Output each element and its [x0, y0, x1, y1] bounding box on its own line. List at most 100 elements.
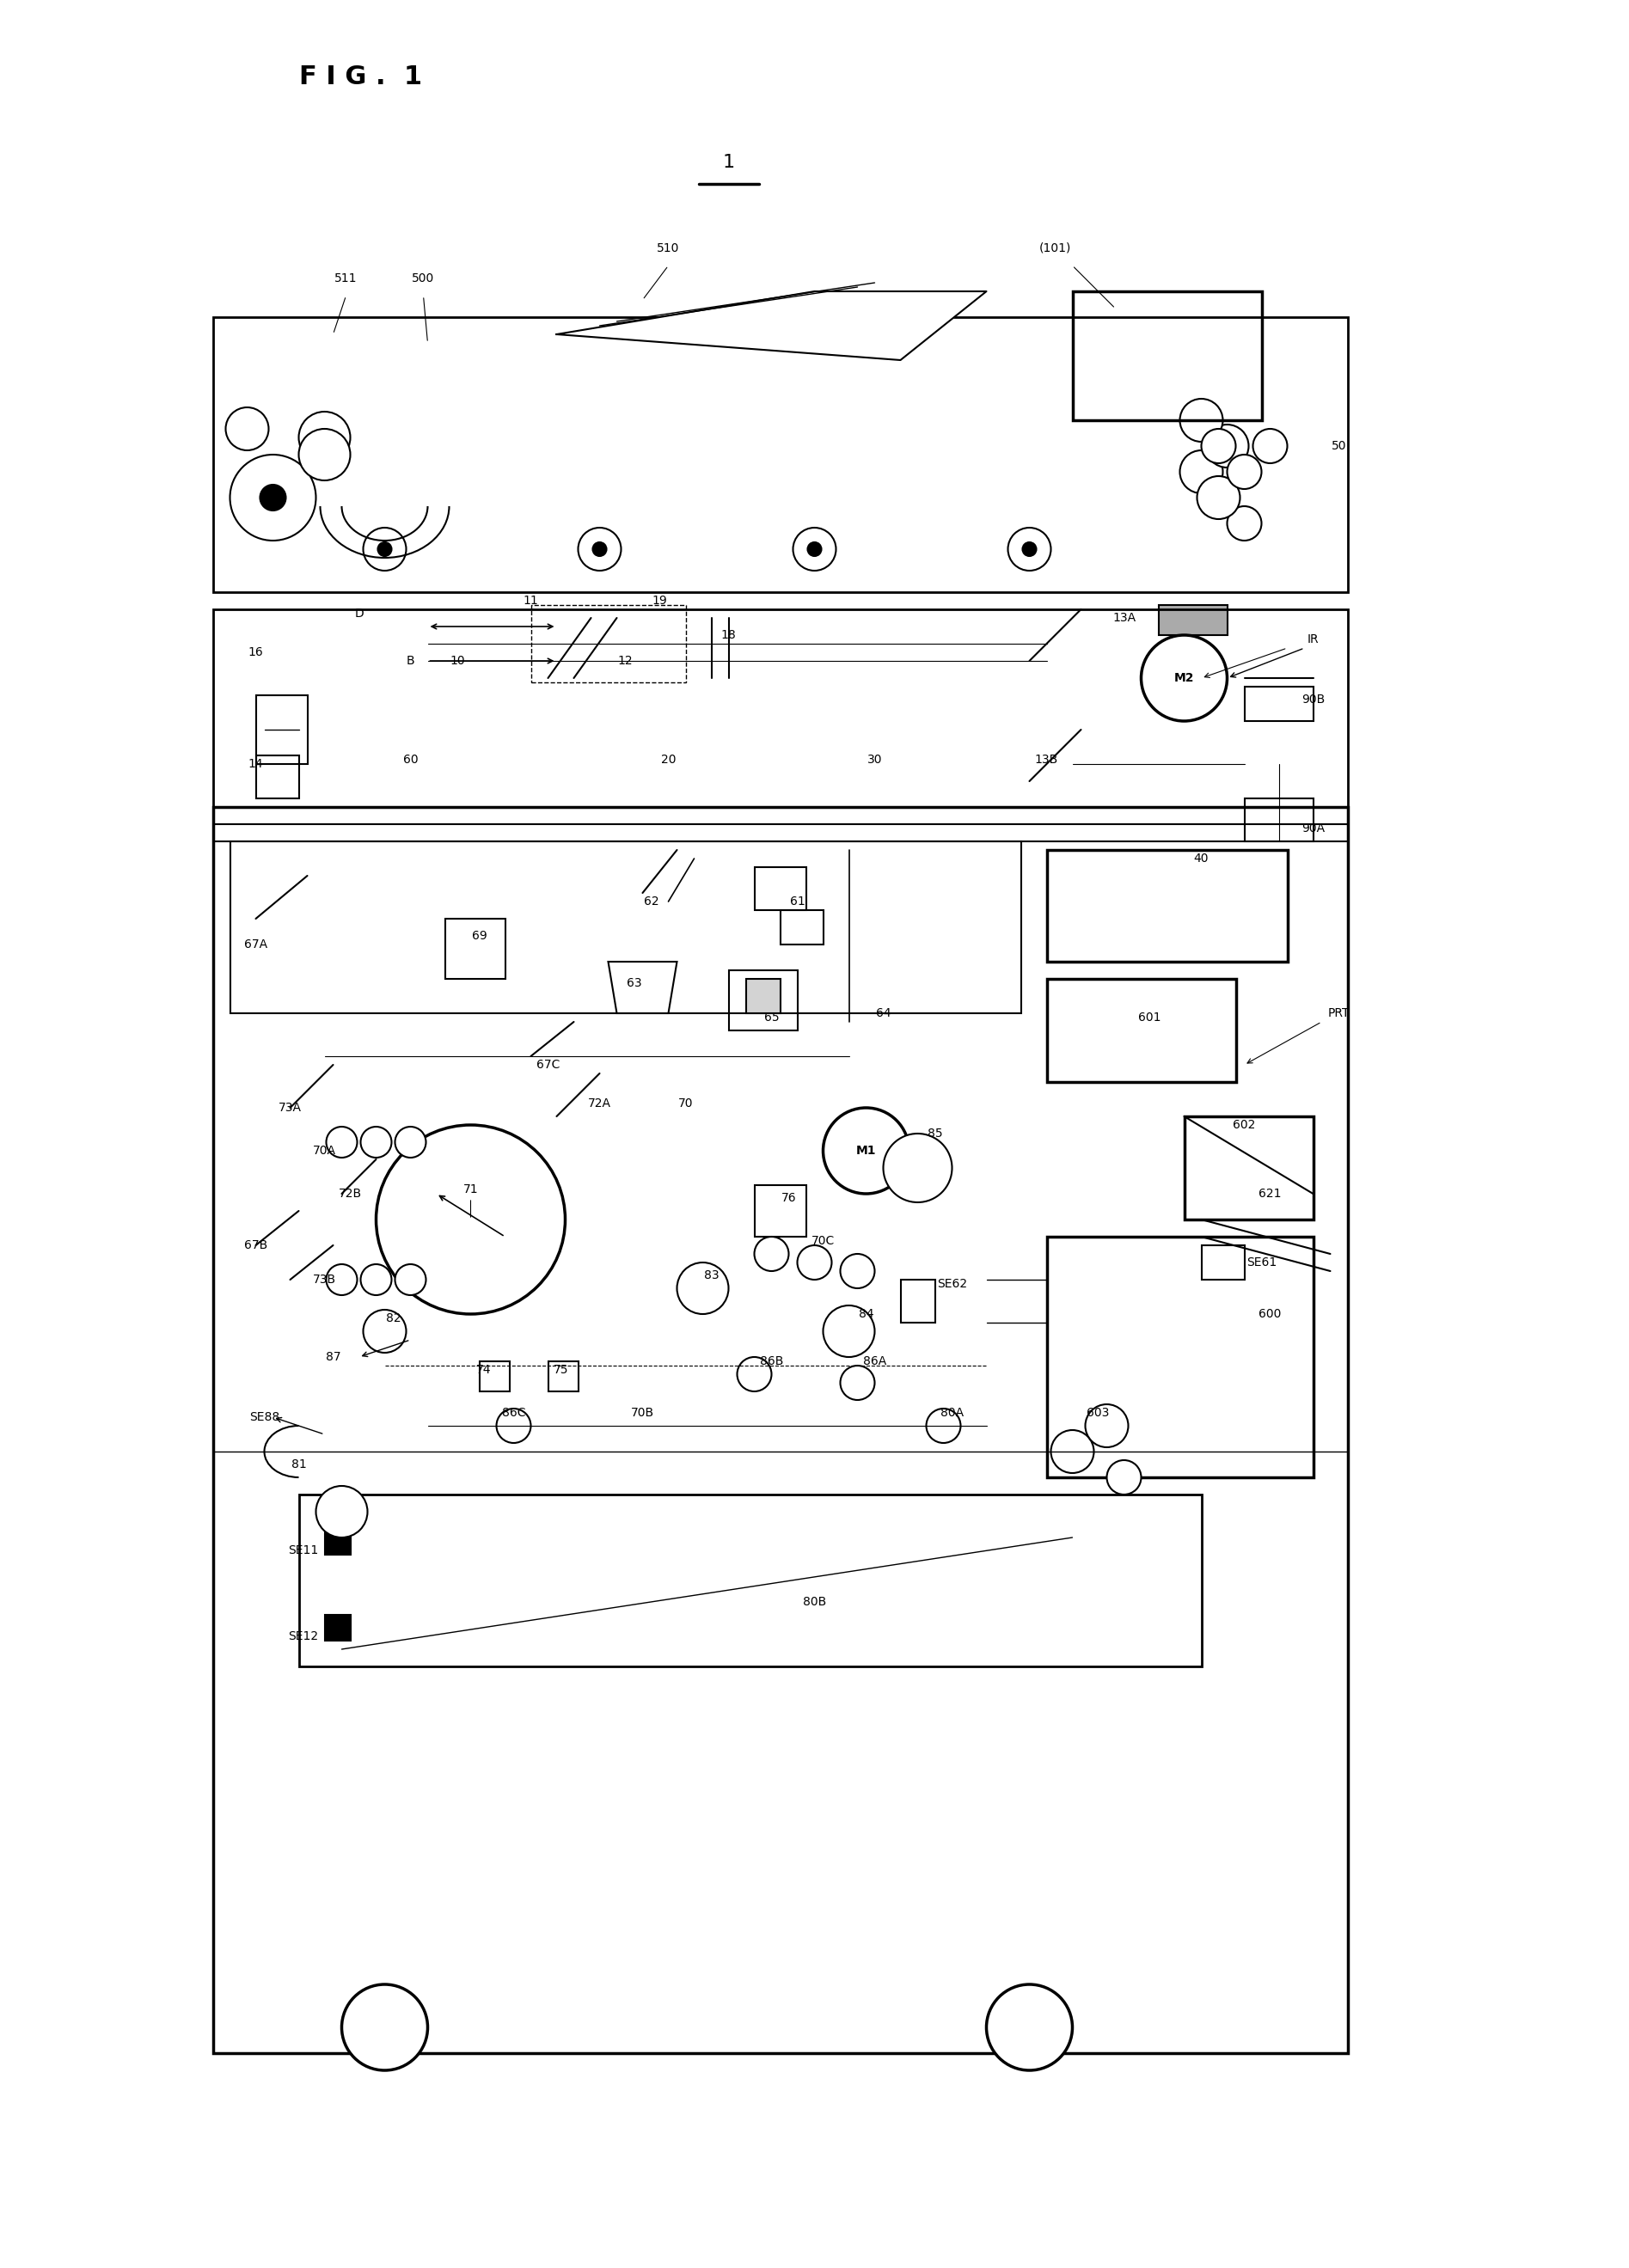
- Circle shape: [316, 1486, 368, 1538]
- Circle shape: [376, 1125, 565, 1313]
- Bar: [1072, 290, 1261, 420]
- Text: M2: M2: [1175, 671, 1194, 685]
- Bar: [746, 980, 780, 1014]
- Text: 13A: 13A: [1113, 612, 1135, 624]
- Text: 19: 19: [652, 594, 668, 608]
- Circle shape: [1179, 399, 1223, 442]
- Text: 20: 20: [661, 753, 676, 767]
- Text: 90B: 90B: [1302, 694, 1324, 705]
- Circle shape: [1051, 1431, 1095, 1472]
- Text: SE62: SE62: [937, 1277, 968, 1290]
- Text: 85: 85: [927, 1127, 943, 1139]
- Text: 82: 82: [386, 1313, 401, 1325]
- Text: 602: 602: [1233, 1118, 1256, 1132]
- Circle shape: [298, 413, 350, 463]
- Text: 18: 18: [722, 628, 736, 642]
- Text: 75: 75: [554, 1363, 569, 1377]
- Circle shape: [678, 1263, 728, 1313]
- Text: 73B: 73B: [313, 1275, 336, 1286]
- Text: 12: 12: [617, 655, 634, 667]
- Bar: [1046, 980, 1236, 1082]
- Circle shape: [754, 1236, 788, 1270]
- Circle shape: [1106, 1461, 1142, 1495]
- Text: 621: 621: [1259, 1188, 1282, 1200]
- Circle shape: [394, 1263, 425, 1295]
- Text: 16: 16: [248, 646, 264, 658]
- Bar: [531, 606, 686, 683]
- Text: B: B: [406, 655, 415, 667]
- Text: 70C: 70C: [811, 1236, 834, 1247]
- Text: SE12: SE12: [288, 1631, 318, 1642]
- Text: 81: 81: [292, 1458, 306, 1470]
- Text: 30: 30: [867, 753, 883, 767]
- Circle shape: [378, 542, 391, 556]
- Circle shape: [593, 542, 606, 556]
- Bar: [1245, 687, 1313, 721]
- Circle shape: [1253, 429, 1287, 463]
- Circle shape: [987, 1984, 1072, 2071]
- Text: 84: 84: [858, 1309, 873, 1320]
- Circle shape: [1142, 635, 1227, 721]
- Circle shape: [797, 1245, 832, 1279]
- Circle shape: [497, 1408, 531, 1442]
- Text: 67B: 67B: [244, 1238, 267, 1252]
- Bar: [445, 919, 505, 980]
- Text: 69: 69: [472, 930, 487, 941]
- Bar: [1046, 1236, 1313, 1476]
- Text: 73A: 73A: [279, 1102, 301, 1114]
- Bar: [780, 909, 823, 943]
- Circle shape: [578, 528, 621, 572]
- Bar: [1245, 798, 1313, 841]
- Text: 80B: 80B: [803, 1597, 826, 1608]
- Circle shape: [363, 528, 406, 572]
- Circle shape: [298, 429, 350, 481]
- Text: 80A: 80A: [940, 1406, 964, 1420]
- Circle shape: [841, 1365, 875, 1399]
- Text: D: D: [353, 608, 363, 619]
- Circle shape: [793, 528, 836, 572]
- Text: 70B: 70B: [630, 1406, 655, 1420]
- Text: 67C: 67C: [536, 1059, 560, 1070]
- Circle shape: [342, 1984, 428, 2071]
- Text: PRT: PRT: [1328, 1007, 1350, 1018]
- Circle shape: [230, 454, 316, 540]
- Bar: [1201, 1245, 1245, 1279]
- Circle shape: [394, 1127, 425, 1157]
- Text: SE61: SE61: [1246, 1256, 1277, 1268]
- Text: F I G .  1: F I G . 1: [298, 64, 422, 88]
- Text: 71: 71: [463, 1184, 479, 1195]
- Text: 62: 62: [643, 896, 658, 907]
- Text: IR: IR: [1306, 633, 1319, 646]
- Text: M1: M1: [855, 1145, 876, 1157]
- Bar: [754, 866, 806, 909]
- Text: 603: 603: [1087, 1406, 1109, 1420]
- Bar: [547, 1361, 578, 1390]
- Circle shape: [841, 1254, 875, 1288]
- Bar: [479, 1361, 510, 1390]
- Bar: [213, 610, 1347, 807]
- Polygon shape: [608, 962, 678, 1014]
- Text: SE88: SE88: [249, 1411, 280, 1424]
- Text: 511: 511: [334, 272, 357, 284]
- Text: 14: 14: [248, 758, 264, 771]
- Text: 63: 63: [627, 978, 642, 989]
- Bar: [1158, 606, 1227, 635]
- Bar: [324, 1615, 350, 1640]
- Bar: [298, 1495, 1201, 1667]
- Bar: [213, 318, 1347, 592]
- Circle shape: [738, 1356, 772, 1390]
- Circle shape: [1085, 1404, 1129, 1447]
- Text: (101): (101): [1039, 243, 1072, 254]
- Text: 67A: 67A: [244, 939, 267, 950]
- Text: 601: 601: [1139, 1012, 1161, 1023]
- Text: 83: 83: [704, 1270, 718, 1281]
- Circle shape: [1201, 429, 1236, 463]
- Polygon shape: [557, 290, 987, 361]
- Circle shape: [326, 1263, 357, 1295]
- Bar: [754, 1186, 806, 1236]
- Circle shape: [883, 1134, 951, 1202]
- Circle shape: [823, 1306, 875, 1356]
- Text: SE11: SE11: [288, 1545, 318, 1556]
- Circle shape: [226, 408, 269, 451]
- Text: 86A: 86A: [863, 1356, 886, 1368]
